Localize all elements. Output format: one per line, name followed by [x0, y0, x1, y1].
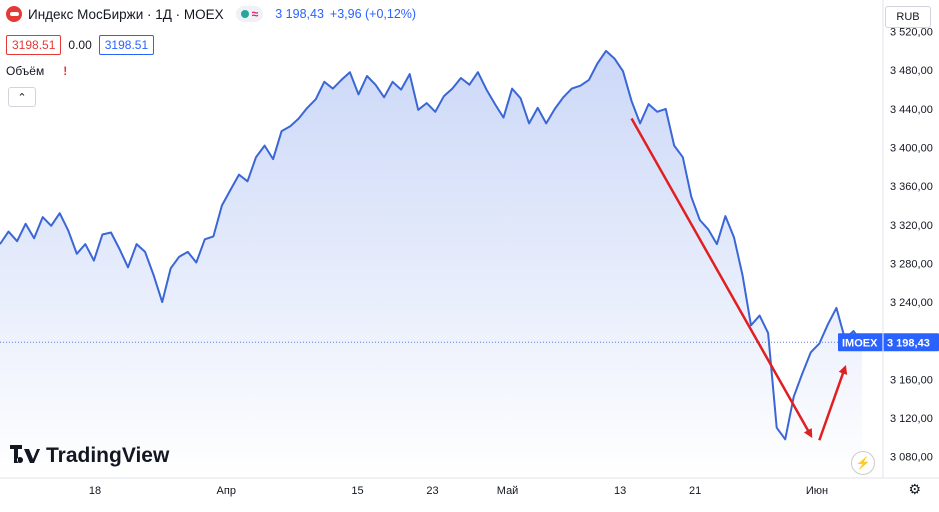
y-tick-label: 3 160,00	[890, 374, 933, 386]
symbol-title[interactable]: Индекс МосБиржи · 1Д · MOEX	[28, 6, 224, 22]
last-price-badge	[838, 333, 939, 352]
gear-icon[interactable]: ⚙	[908, 481, 921, 497]
x-tick-label: 13	[614, 485, 626, 497]
price-change: +3,96 (+0,12%)	[329, 7, 417, 21]
y-tick-label: 3 440,00	[890, 104, 933, 116]
x-tick-label: 15	[351, 485, 363, 497]
up-trend-arrow	[818, 364, 848, 441]
x-tick-label: Июн	[806, 485, 828, 497]
x-tick-label: 18	[89, 485, 101, 497]
volume-indicator: Объём !	[6, 64, 72, 78]
brand-name: TradingView	[46, 444, 170, 467]
spread-value: 0.00	[68, 38, 92, 52]
volume-label[interactable]: Объём	[6, 64, 45, 78]
y-tick-label: 3 520,00	[890, 27, 933, 39]
y-tick-label: 3 080,00	[890, 452, 933, 464]
y-tick-label: 3 120,00	[890, 413, 933, 425]
chevron-up-icon: ⌃	[17, 91, 27, 104]
price-line[interactable]	[0, 49, 863, 441]
price-area	[0, 50, 862, 477]
x-tick-label: Апр	[217, 485, 236, 497]
ask-price[interactable]: 3198.51	[98, 35, 155, 55]
market-status-pill[interactable]: ≈	[235, 6, 264, 22]
currency-selector[interactable]: RUB	[885, 6, 931, 28]
y-tick-label: 3 360,00	[890, 181, 933, 193]
y-tick-label: 3 280,00	[890, 258, 933, 270]
last-price-symbol: IMOEX	[842, 337, 878, 349]
y-tick-label: 3 400,00	[890, 143, 933, 155]
market-status-icon	[240, 10, 249, 18]
last-price-value: 3 198,43	[887, 337, 930, 349]
tradingview-mark-icon	[10, 444, 40, 468]
collapse-indicators-button[interactable]: ⌃	[8, 87, 36, 107]
down-trend-arrow	[630, 117, 813, 439]
delayed-data-icon: ≈	[251, 7, 259, 21]
last-price: 3 198,43	[275, 7, 324, 21]
x-tick-label: 21	[689, 485, 701, 497]
moex-logo-icon	[6, 6, 22, 22]
bid-price[interactable]: 3198.51	[6, 35, 62, 55]
chart-header: Индекс МосБиржи · 1Д · MOEX ≈ 3 198,43 +…	[6, 6, 416, 22]
x-tick-label: 23	[426, 485, 438, 497]
tradingview-logo: TradingView	[10, 444, 169, 468]
y-tick-label: 3 320,00	[890, 220, 933, 232]
bid-ask-row: 3198.51 0.00 3198.51	[6, 35, 155, 55]
warning-icon[interactable]: !	[63, 64, 68, 78]
x-tick-label: Май	[497, 485, 519, 497]
y-tick-label: 3 240,00	[890, 297, 933, 309]
lightning-icon[interactable]: ⚡	[851, 451, 875, 475]
y-tick-label: 3 480,00	[890, 65, 933, 77]
